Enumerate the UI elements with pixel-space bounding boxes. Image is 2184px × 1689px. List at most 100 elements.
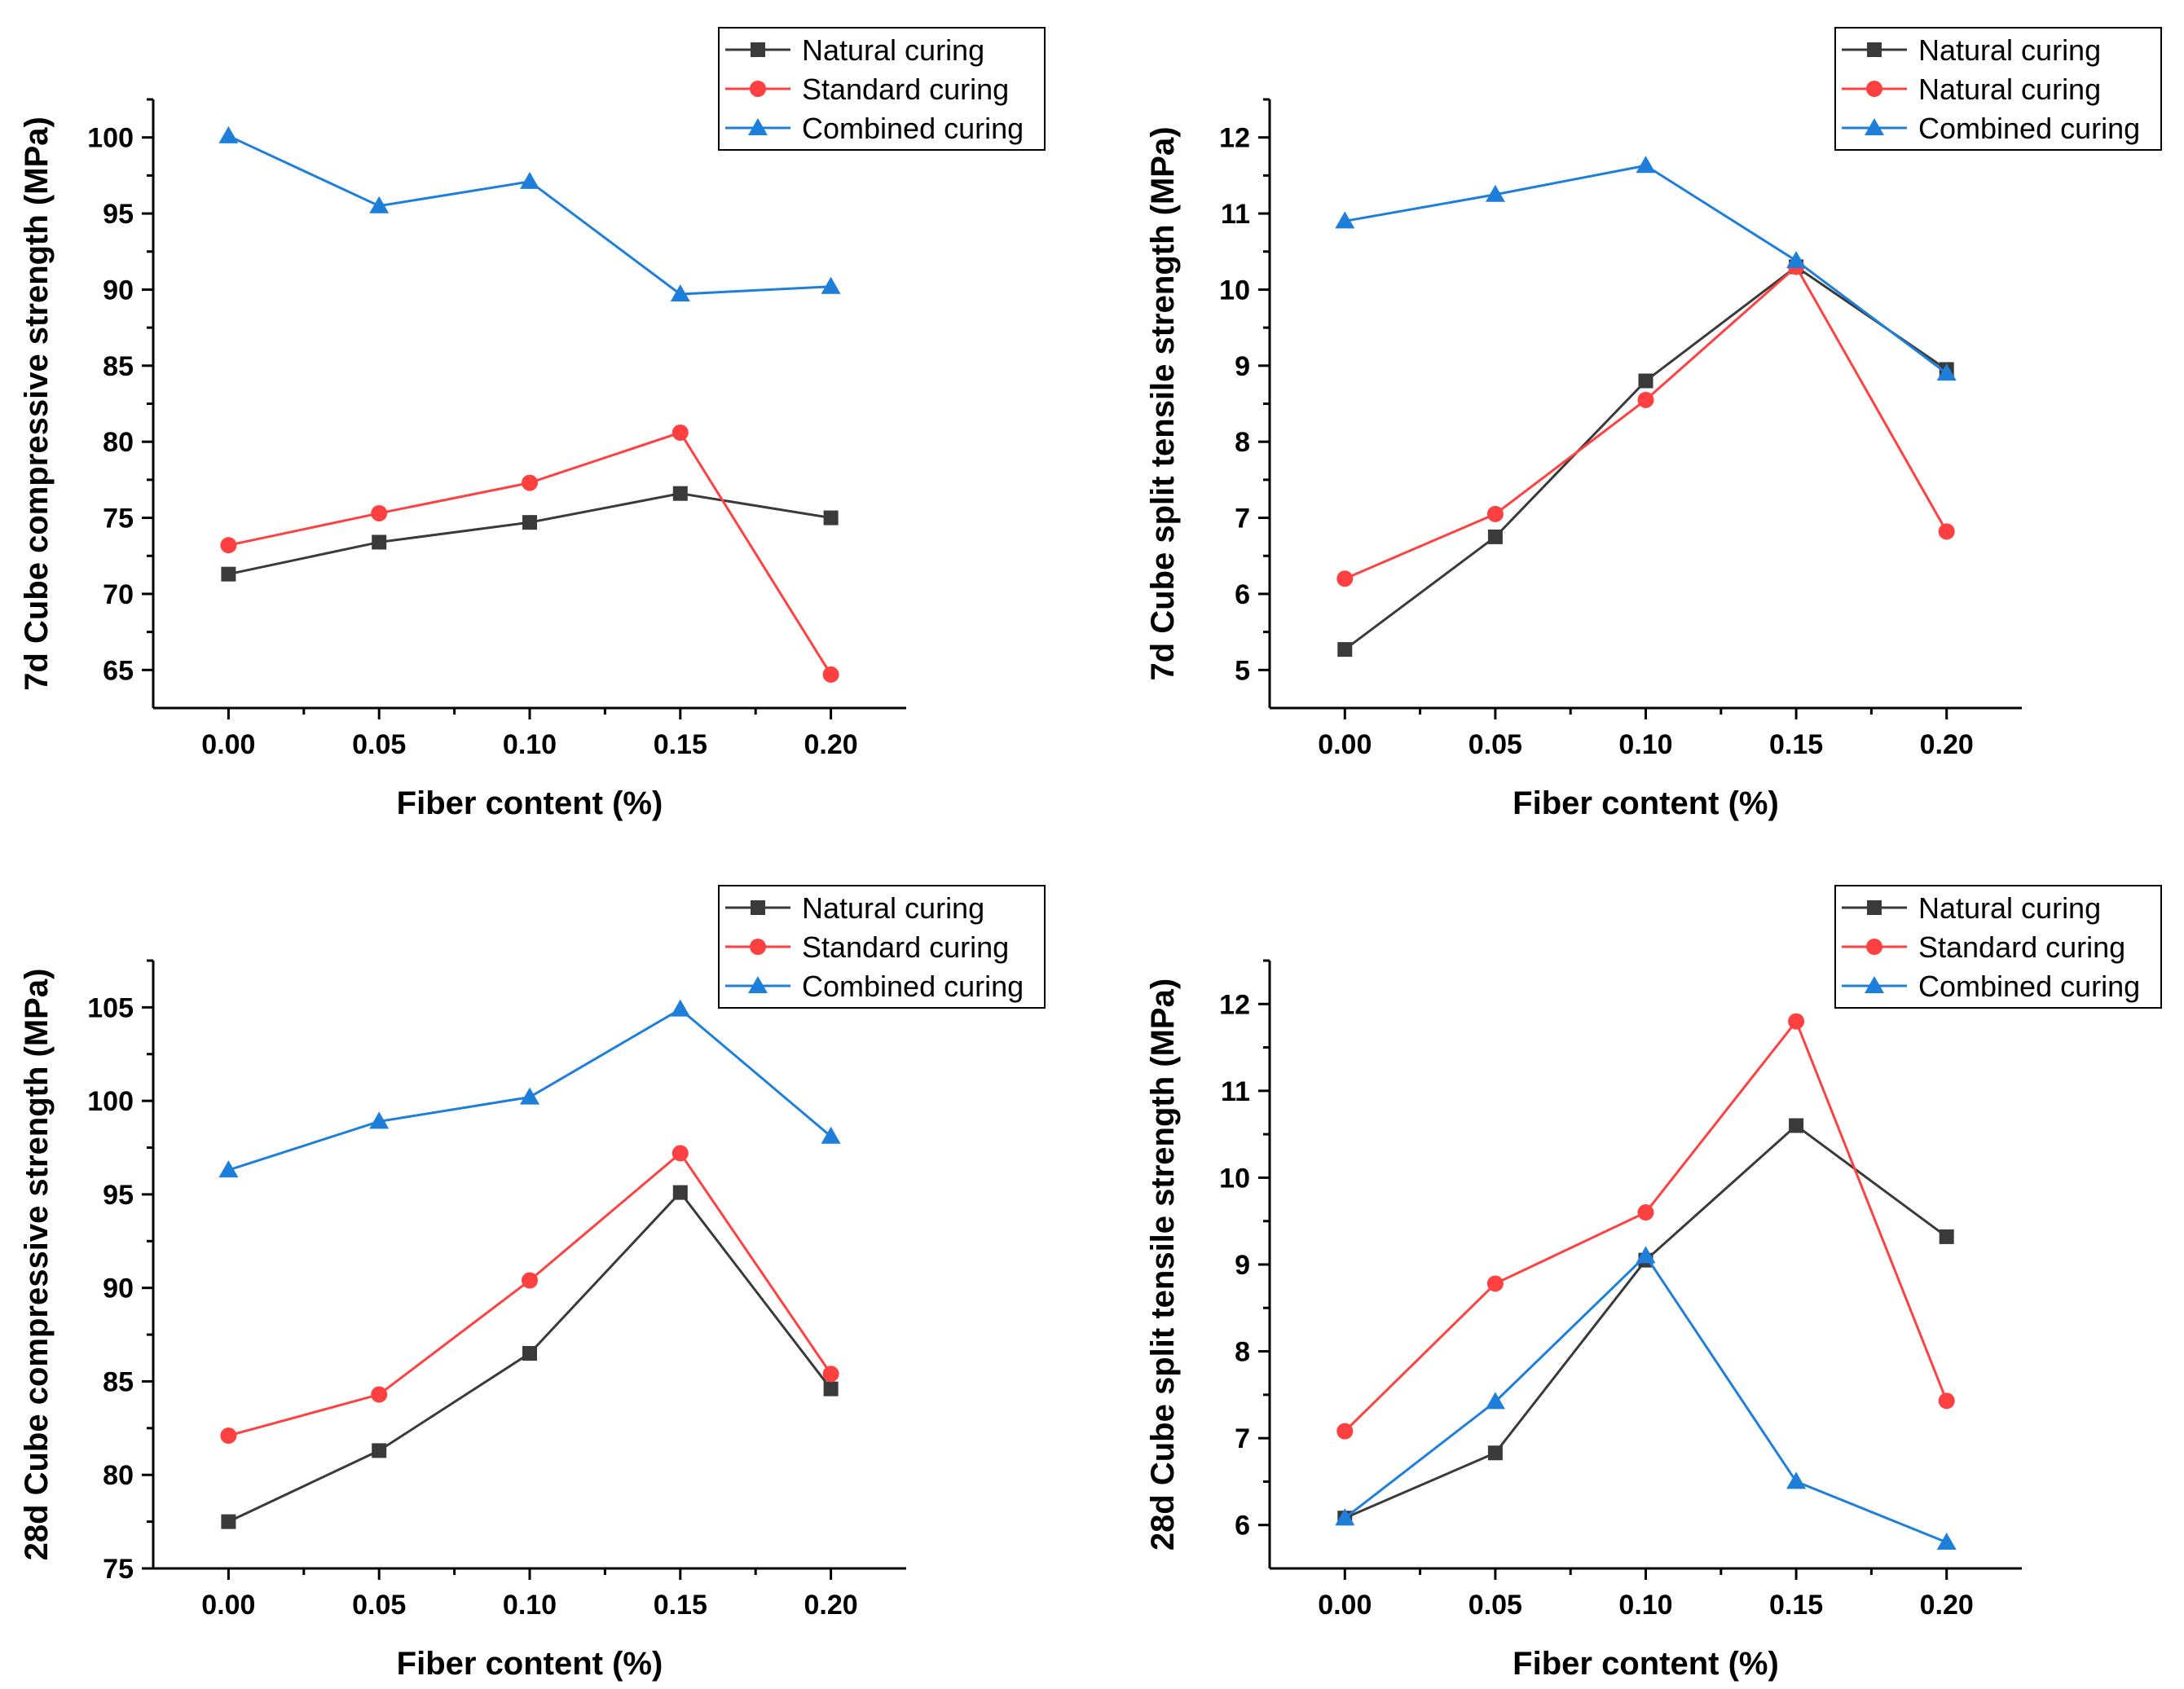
y-tick-label: 95 <box>103 199 134 230</box>
y-axis-title: 28d Cube compressive strength (MPa) <box>19 969 55 1561</box>
y-tick-label: 80 <box>103 1460 134 1491</box>
x-tick-label: 0.20 <box>804 1590 858 1621</box>
y-tick-label: 6 <box>1235 579 1250 610</box>
data-point-triangle <box>670 999 690 1017</box>
data-point-square <box>1487 1445 1503 1461</box>
data-point-square <box>522 515 537 530</box>
data-point-circle <box>1637 391 1654 408</box>
x-tick-label: 0.00 <box>1318 729 1372 760</box>
x-tick-label: 0.00 <box>201 729 255 760</box>
data-point-square <box>1638 373 1653 389</box>
x-tick-label: 0.15 <box>654 729 707 760</box>
x-tick-label: 0.20 <box>1920 729 1974 760</box>
x-tick-label: 0.20 <box>804 729 858 760</box>
data-point-triangle <box>520 1087 539 1105</box>
legend-label: Combined curing <box>1918 970 2140 1003</box>
y-tick-label: 85 <box>103 1366 134 1397</box>
x-tick-label: 0.10 <box>1618 1590 1672 1621</box>
x-tick-label: 0.00 <box>1318 1590 1372 1621</box>
x-tick-label: 0.20 <box>1920 1590 1974 1621</box>
legend-marker-square <box>751 42 765 57</box>
legend-marker-square <box>751 900 765 915</box>
data-point-triangle <box>369 1111 390 1129</box>
data-point-square <box>672 486 688 501</box>
data-point-square <box>1789 1118 1804 1133</box>
y-tick-label: 85 <box>103 351 134 382</box>
legend-label: Natural curing <box>802 891 984 925</box>
x-axis-title: Fiber content (%) <box>1513 785 1779 821</box>
data-point-circle <box>1938 1392 1955 1410</box>
data-point-circle <box>1336 570 1354 587</box>
x-tick-label: 0.00 <box>201 1590 255 1621</box>
data-point-circle <box>371 1386 388 1403</box>
legend-marker-triangle <box>748 976 768 993</box>
chart-panel-1: 0.00 0.05 0.10 0.15 0.20 65 70 75 80 85 90 95 100 Fib… <box>19 27 1046 821</box>
data-point-circle <box>671 1145 689 1162</box>
data-point-triangle <box>1335 211 1355 229</box>
y-tick-label: 80 <box>103 427 134 458</box>
data-point-circle <box>371 504 388 521</box>
chart-panel-3: 0.00 0.05 0.10 0.15 0.20 75 80 85 90 95 100 105 Fibe… <box>19 885 1046 1682</box>
legend: Natural curing Standard curing Combined cu… <box>1834 885 2162 1009</box>
x-tick-label: 0.10 <box>503 729 557 760</box>
data-point-triangle <box>520 171 539 189</box>
data-point-triangle <box>218 1160 239 1178</box>
y-tick-label: 70 <box>103 579 134 610</box>
x-tick-label: 0.05 <box>352 729 406 760</box>
y-tick-label: 7 <box>1235 504 1250 534</box>
legend: Natural curing Standard curing Combined cu… <box>718 27 1046 151</box>
y-tick-label: 90 <box>103 1273 134 1304</box>
legend-marker-square <box>1867 900 1882 915</box>
legend-marker-square <box>1867 42 1882 57</box>
data-point-circle <box>1637 1204 1654 1221</box>
data-point-circle <box>671 424 689 441</box>
y-tick-label: 100 <box>87 1086 134 1117</box>
data-point-square <box>372 1443 387 1458</box>
y-tick-label: 9 <box>1235 1250 1250 1281</box>
x-tick-label: 0.15 <box>1769 1590 1823 1621</box>
legend-label: Standard curing <box>802 930 1009 964</box>
data-point-circle <box>822 1366 839 1383</box>
y-tick-label: 75 <box>103 504 134 534</box>
data-point-triangle <box>1936 363 1957 381</box>
data-point-triangle <box>1786 1471 1807 1489</box>
data-point-circle <box>1486 505 1504 522</box>
legend-label: Natural curing <box>1918 73 2101 106</box>
y-tick-label: 65 <box>103 655 134 686</box>
legend-label: Standard curing <box>1918 930 2125 964</box>
legend-marker-circle <box>750 939 766 955</box>
data-point-triangle <box>670 284 690 302</box>
data-point-square <box>221 1514 236 1529</box>
data-point-square <box>372 534 387 550</box>
x-axis-title: Fiber content (%) <box>1513 1646 1779 1682</box>
data-point-triangle <box>1485 1392 1505 1410</box>
chart-panel-2: 0.00 0.05 0.10 0.15 0.20 5 6 7 8 9 10 11 12 Fiber con… <box>1145 27 2162 821</box>
data-point-circle <box>522 474 538 491</box>
x-tick-label: 0.15 <box>654 1590 707 1621</box>
legend-marker-triangle <box>748 118 768 135</box>
y-axis-title: 7d Cube compressive strength (MPa) <box>19 117 55 691</box>
y-axis-title: 28d Cube split tensile strength (MPa) <box>1145 979 1181 1550</box>
data-point-square <box>1939 1229 1954 1244</box>
data-point-triangle <box>1485 184 1505 202</box>
legend-label: Natural curing <box>802 33 984 67</box>
data-point-square <box>1487 529 1503 544</box>
legend-label: Natural curing <box>1918 33 2101 67</box>
legend-marker-triangle <box>1865 976 1884 993</box>
legend-label: Combined curing <box>802 112 1024 145</box>
data-point-triangle <box>218 125 239 143</box>
data-point-circle <box>1788 1013 1805 1030</box>
y-tick-label: 12 <box>1219 123 1250 154</box>
y-tick-label: 11 <box>1221 199 1250 230</box>
legend: Natural curing Standard curing Combined cu… <box>718 885 1046 1009</box>
y-tick-label: 6 <box>1235 1511 1250 1542</box>
data-point-triangle <box>1936 1533 1957 1550</box>
data-point-circle <box>522 1272 538 1289</box>
data-point-circle <box>1336 1423 1354 1440</box>
legend-marker-circle <box>750 81 766 97</box>
y-tick-label: 11 <box>1221 1076 1250 1107</box>
data-point-circle <box>220 1427 237 1445</box>
y-tick-label: 12 <box>1219 989 1250 1020</box>
legend-marker-triangle <box>1865 118 1884 135</box>
x-axis-title: Fiber content (%) <box>397 1646 663 1682</box>
